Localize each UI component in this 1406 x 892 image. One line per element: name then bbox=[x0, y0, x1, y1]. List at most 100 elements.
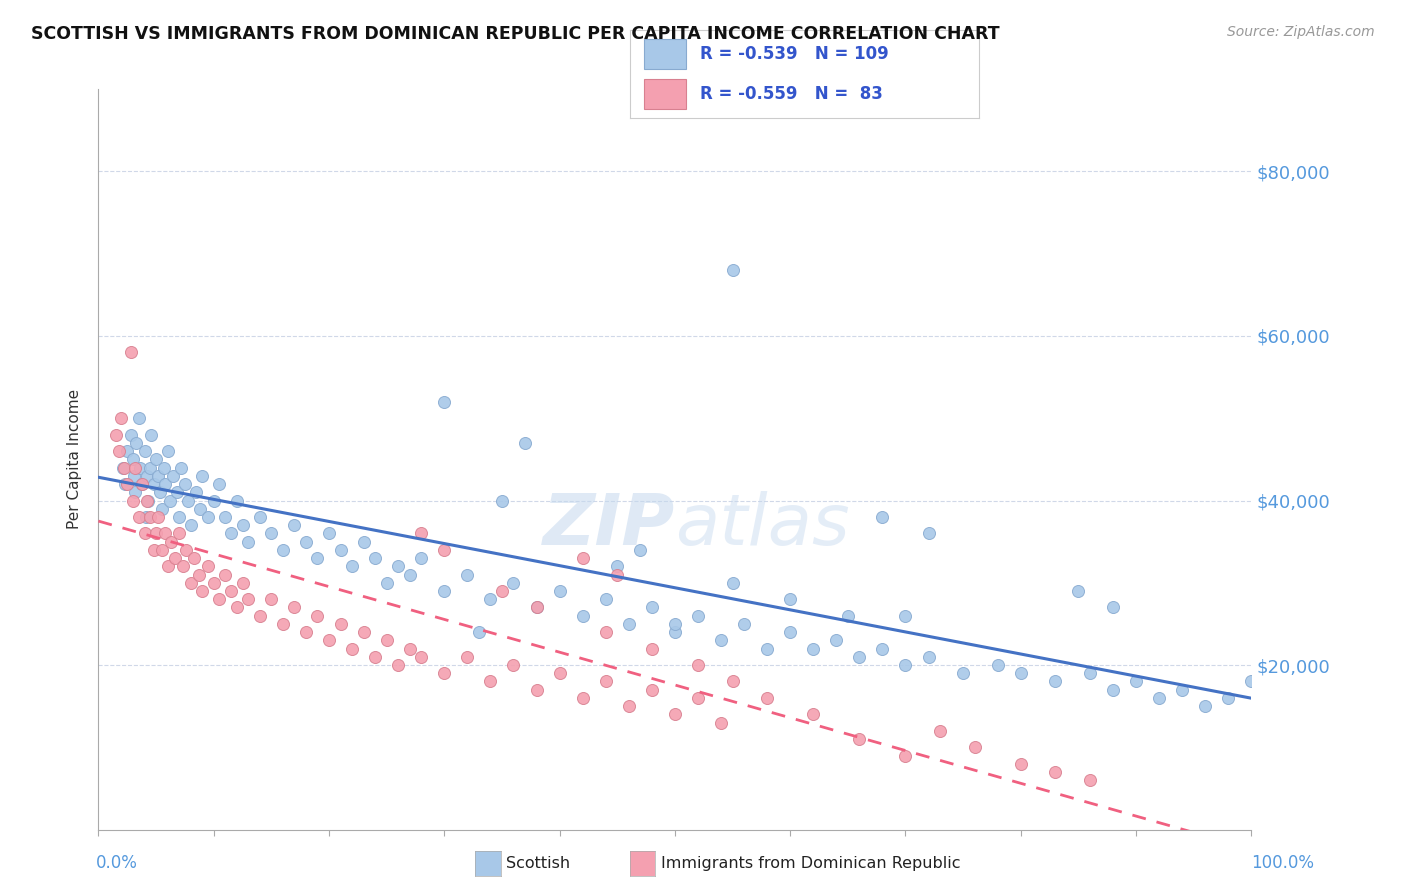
Point bbox=[433, 542, 456, 557]
Point bbox=[1171, 682, 1194, 697]
Point bbox=[364, 551, 387, 566]
Point bbox=[617, 699, 640, 714]
Point bbox=[170, 460, 193, 475]
Point bbox=[159, 493, 181, 508]
Point bbox=[134, 444, 156, 458]
Point bbox=[249, 608, 271, 623]
Point bbox=[148, 468, 170, 483]
Point bbox=[131, 477, 153, 491]
Point bbox=[197, 510, 219, 524]
Point bbox=[548, 666, 571, 681]
Point bbox=[595, 592, 617, 607]
Point bbox=[411, 526, 433, 541]
Point bbox=[595, 625, 617, 640]
Point bbox=[128, 411, 150, 425]
Point bbox=[135, 510, 157, 524]
Text: R = -0.539   N = 109: R = -0.539 N = 109 bbox=[700, 45, 889, 63]
Point bbox=[456, 567, 478, 582]
Point bbox=[208, 592, 231, 607]
Point bbox=[606, 567, 628, 582]
Point bbox=[468, 625, 491, 640]
Point bbox=[129, 460, 152, 475]
Point bbox=[141, 427, 163, 442]
Point bbox=[641, 682, 664, 697]
Point bbox=[150, 542, 173, 557]
FancyBboxPatch shape bbox=[644, 39, 686, 69]
Point bbox=[136, 493, 159, 508]
Text: 0.0%: 0.0% bbox=[96, 855, 138, 872]
Point bbox=[848, 649, 870, 664]
Point bbox=[329, 616, 352, 631]
Text: 100.0%: 100.0% bbox=[1251, 855, 1315, 872]
Point bbox=[571, 551, 593, 566]
Point bbox=[318, 526, 340, 541]
Point bbox=[526, 600, 548, 615]
Point bbox=[641, 600, 664, 615]
Point bbox=[219, 584, 242, 599]
Point bbox=[174, 477, 197, 491]
Text: ZIP: ZIP bbox=[543, 491, 675, 559]
Point bbox=[825, 633, 848, 648]
Point bbox=[142, 477, 165, 491]
Point bbox=[686, 608, 709, 623]
Point bbox=[155, 526, 177, 541]
Point bbox=[686, 658, 709, 673]
Point bbox=[502, 575, 524, 590]
Point bbox=[801, 641, 824, 656]
Point bbox=[124, 485, 146, 500]
Point bbox=[307, 608, 329, 623]
Text: atlas: atlas bbox=[675, 491, 849, 559]
Point bbox=[1078, 666, 1101, 681]
Point bbox=[124, 460, 146, 475]
Point bbox=[502, 658, 524, 673]
Point bbox=[375, 575, 398, 590]
Point bbox=[114, 477, 136, 491]
Point bbox=[202, 575, 225, 590]
Point bbox=[1045, 674, 1067, 689]
Point bbox=[225, 600, 247, 615]
Point bbox=[456, 649, 478, 664]
Point bbox=[710, 715, 733, 730]
Point bbox=[128, 510, 150, 524]
Point bbox=[917, 526, 939, 541]
Point bbox=[710, 633, 733, 648]
Point bbox=[595, 674, 617, 689]
Point bbox=[1010, 756, 1032, 771]
Point bbox=[104, 427, 127, 442]
Point bbox=[571, 608, 593, 623]
Point bbox=[108, 444, 131, 458]
Point bbox=[433, 666, 456, 681]
Point bbox=[156, 559, 179, 574]
Point bbox=[167, 510, 190, 524]
Point bbox=[177, 493, 200, 508]
Point bbox=[721, 575, 744, 590]
Point bbox=[686, 690, 709, 705]
Point bbox=[231, 575, 254, 590]
Point bbox=[120, 427, 142, 442]
Point bbox=[364, 649, 387, 664]
Point bbox=[1045, 764, 1067, 779]
Text: Immigrants from Dominican Republic: Immigrants from Dominican Republic bbox=[661, 856, 960, 871]
Point bbox=[225, 493, 247, 508]
Point bbox=[202, 493, 225, 508]
Point bbox=[117, 444, 139, 458]
Point bbox=[135, 468, 157, 483]
Point bbox=[167, 526, 190, 541]
Point bbox=[122, 452, 145, 467]
Point bbox=[166, 485, 188, 500]
Point bbox=[872, 641, 894, 656]
Point bbox=[721, 674, 744, 689]
Point bbox=[183, 551, 205, 566]
Point bbox=[1010, 666, 1032, 681]
Point bbox=[191, 584, 214, 599]
Point bbox=[387, 658, 409, 673]
Point bbox=[249, 510, 271, 524]
Point bbox=[721, 263, 744, 277]
Point bbox=[112, 460, 135, 475]
Point bbox=[162, 468, 184, 483]
Point bbox=[479, 592, 502, 607]
Point bbox=[271, 616, 294, 631]
Point bbox=[208, 477, 231, 491]
Point bbox=[491, 493, 513, 508]
Point bbox=[1067, 584, 1090, 599]
